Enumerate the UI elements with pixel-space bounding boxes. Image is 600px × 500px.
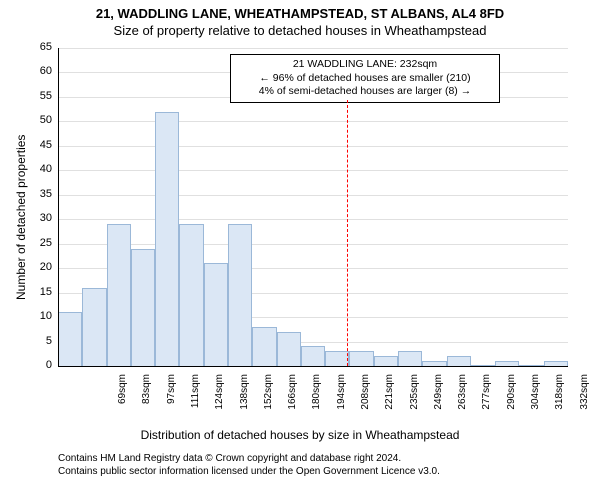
histogram-bar: [82, 288, 106, 366]
histogram-bar: [252, 327, 276, 366]
histogram-bar: [58, 312, 82, 366]
x-tick-label: 249sqm: [433, 374, 444, 424]
histogram-bar: [447, 356, 471, 366]
y-tick-label: 60: [28, 65, 52, 77]
y-gridline: [58, 219, 568, 220]
chart-title-line2: Size of property relative to detached ho…: [0, 21, 600, 38]
y-tick-label: 35: [28, 188, 52, 200]
x-tick-label: 166sqm: [287, 374, 298, 424]
y-tick-label: 65: [28, 41, 52, 53]
y-axis-line: [58, 48, 59, 366]
y-gridline: [58, 244, 568, 245]
y-gridline: [58, 48, 568, 49]
y-gridline: [58, 121, 568, 122]
histogram-bar: [155, 112, 179, 366]
x-tick-label: 332sqm: [579, 374, 590, 424]
y-tick-label: 10: [28, 310, 52, 322]
y-tick-label: 25: [28, 237, 52, 249]
x-tick-label: 138sqm: [239, 374, 250, 424]
x-tick-label: 194sqm: [336, 374, 347, 424]
chart-title-line1: 21, WADDLING LANE, WHEATHAMPSTEAD, ST AL…: [0, 0, 600, 21]
x-tick-label: 221sqm: [384, 374, 395, 424]
histogram-bar: [107, 224, 131, 366]
histogram-bar: [131, 249, 155, 366]
x-tick-label: 304sqm: [530, 374, 541, 424]
x-tick-label: 318sqm: [554, 374, 565, 424]
x-tick-label: 97sqm: [166, 374, 177, 424]
marker-line: [347, 100, 348, 366]
y-tick-label: 30: [28, 212, 52, 224]
x-tick-label: 111sqm: [190, 374, 201, 424]
y-gridline: [58, 170, 568, 171]
footer-line1: Contains HM Land Registry data © Crown c…: [58, 452, 440, 465]
y-tick-label: 0: [28, 359, 52, 371]
x-tick-label: 235sqm: [409, 374, 420, 424]
x-tick-label: 124sqm: [214, 374, 225, 424]
histogram-bar: [398, 351, 422, 366]
annotation-box: 21 WADDLING LANE: 232sqm ← 96% of detach…: [230, 54, 500, 103]
footer-line2: Contains public sector information licen…: [58, 465, 440, 478]
x-tick-label: 69sqm: [117, 374, 128, 424]
histogram-bar: [228, 224, 252, 366]
footer-attribution: Contains HM Land Registry data © Crown c…: [58, 452, 440, 478]
y-gridline: [58, 195, 568, 196]
x-tick-label: 277sqm: [481, 374, 492, 424]
annotation-line1: 21 WADDLING LANE: 232sqm: [237, 58, 493, 72]
annotation-line2: ← 96% of detached houses are smaller (21…: [237, 72, 493, 86]
y-gridline: [58, 146, 568, 147]
y-tick-label: 45: [28, 139, 52, 151]
x-axis-label: Distribution of detached houses by size …: [0, 428, 600, 442]
x-tick-label: 180sqm: [311, 374, 322, 424]
x-axis-line: [58, 366, 568, 367]
y-tick-label: 15: [28, 286, 52, 298]
annotation-line3: 4% of semi-detached houses are larger (8…: [237, 85, 493, 99]
x-tick-label: 83sqm: [141, 374, 152, 424]
y-tick-label: 40: [28, 163, 52, 175]
histogram-bar: [204, 263, 228, 366]
y-tick-label: 20: [28, 261, 52, 273]
y-tick-label: 50: [28, 114, 52, 126]
histogram-bar: [277, 332, 301, 366]
histogram-bar: [325, 351, 349, 366]
histogram-bar: [349, 351, 373, 366]
y-tick-label: 55: [28, 90, 52, 102]
y-tick-label: 5: [28, 335, 52, 347]
histogram-bar: [301, 346, 325, 366]
histogram-bar: [374, 356, 398, 366]
x-tick-label: 290sqm: [506, 374, 517, 424]
x-tick-label: 152sqm: [263, 374, 274, 424]
x-tick-label: 263sqm: [457, 374, 468, 424]
x-tick-label: 208sqm: [360, 374, 371, 424]
y-axis-label: Number of detached properties: [14, 135, 28, 300]
histogram-bar: [179, 224, 203, 366]
